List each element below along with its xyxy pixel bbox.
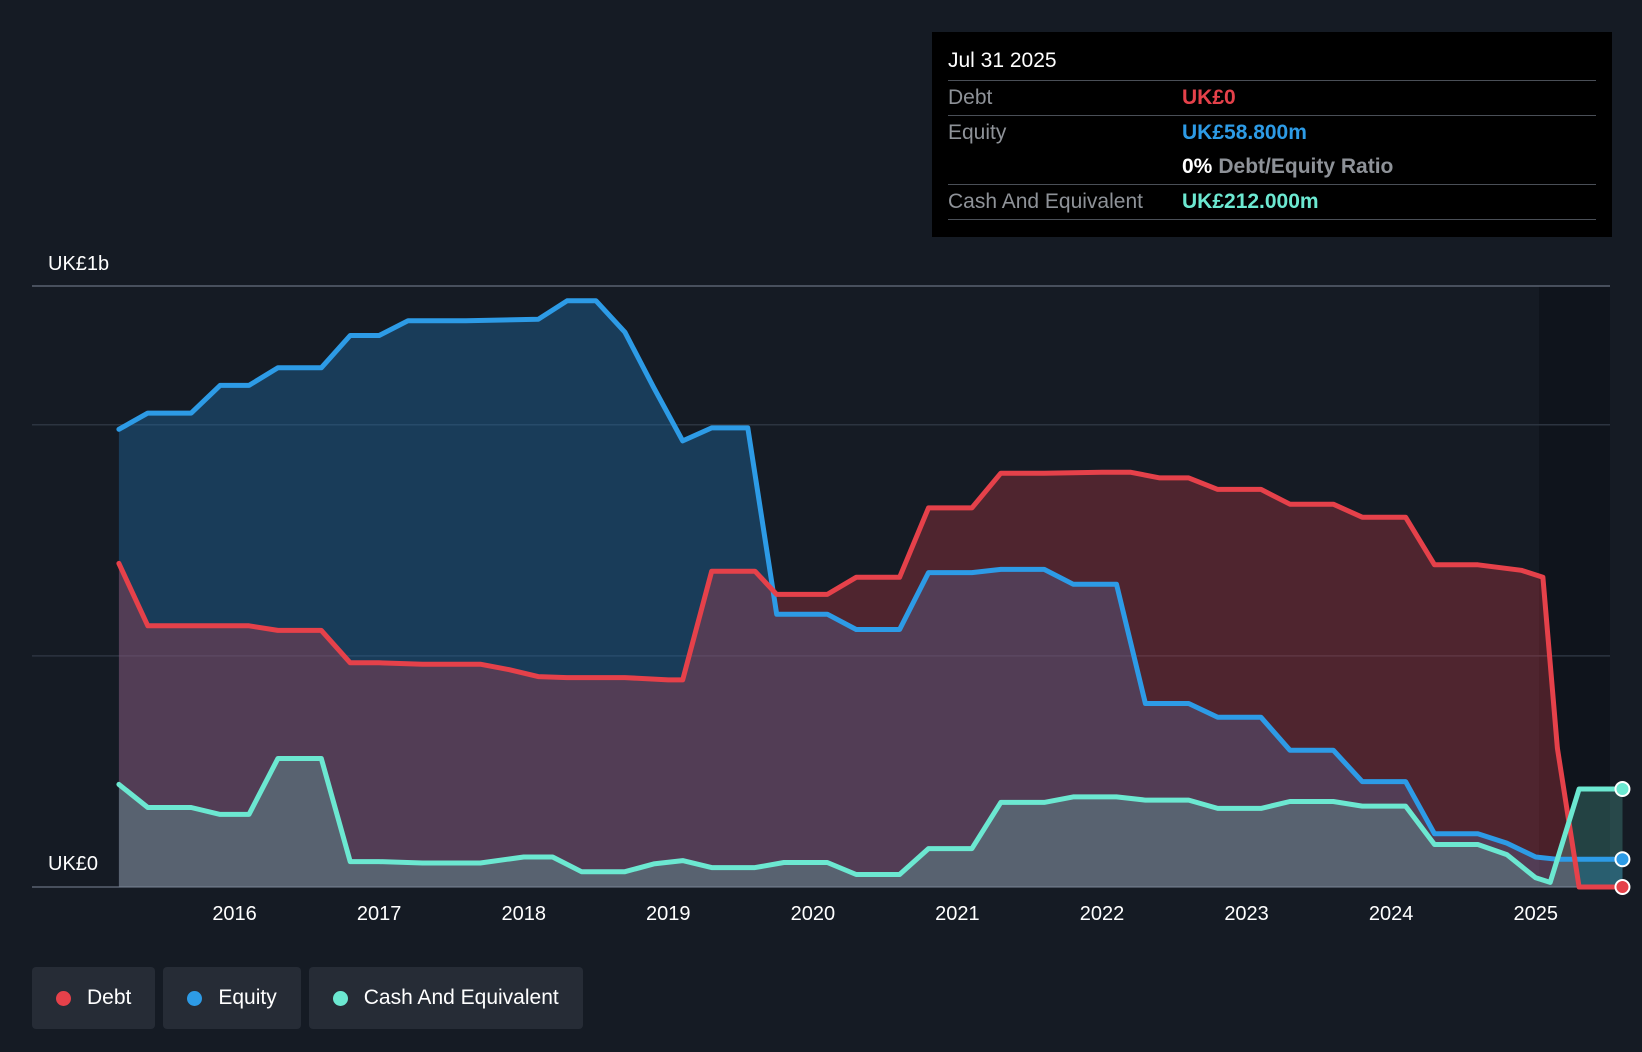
debt-dot-icon [56,990,71,1006]
cash-end-point [1614,780,1631,797]
equity-area [118,300,1623,887]
tooltip-debt-row: Debt UK£0 [948,81,1596,116]
tooltip-panel: Jul 31 2025 Debt UK£0 Equity UK£58.800m … [932,32,1612,237]
legend-item-equity[interactable]: Equity [163,967,301,1029]
tooltip-ratio-row: 0% Debt/Equity Ratio [948,150,1596,185]
debt-end-point [1614,879,1631,895]
x-tick-label: 2024 [1369,903,1414,925]
legend-label-cash: Cash And Equivalent [363,986,559,1009]
tooltip-date: Jul 31 2025 [948,46,1596,81]
cash-line [116,756,1625,885]
tooltip-equity-row: Equity UK£58.800m [948,116,1596,150]
series-areas [118,300,1623,887]
equity-line [116,298,1625,862]
tooltip-ratio-value: 0% [1182,155,1213,178]
x-tick-label: 2022 [1080,903,1125,925]
legend-label-equity: Equity [218,986,277,1009]
x-tick-label: 2018 [501,903,546,925]
x-tick-label: 2017 [357,903,402,925]
grid-lines [32,285,1610,888]
tooltip-debt-label: Debt [948,86,993,109]
tooltip-ratio-label: Debt/Equity Ratio [1218,155,1394,178]
tooltip-equity-value: UK£58.800m [1182,121,1307,144]
legend-item-debt[interactable]: Debt [32,967,156,1029]
tooltip-equity-label: Equity [948,121,1007,144]
series-lines [116,298,1631,895]
tooltip-cash-label: Cash And Equivalent [948,190,1143,213]
equity-dot-icon [187,990,203,1006]
x-axis-ticks: 2016 2017 2018 2019 2020 2021 2022 2023 2024 2025 [212,903,1558,925]
tooltip-ratio-spacer [948,150,1182,184]
x-tick-label: 2023 [1224,903,1269,925]
x-tick-label: 2016 [212,903,257,925]
tooltip-cash-row: Cash And Equivalent UK£212.000m [948,185,1596,220]
debt-line [116,469,1625,890]
cash-dot-icon [332,990,348,1006]
y-top-label: UK£1b [48,253,109,275]
legend: Debt Equity Cash And Equivalent [32,967,583,1029]
legend-item-cash[interactable]: Cash And Equivalent [308,967,583,1029]
equity-end-point [1614,851,1631,868]
x-tick-label: 2020 [791,903,836,925]
tooltip-cash-value: UK£212.000m [1182,190,1319,213]
y-bottom-label: UK£0 [48,853,98,875]
cash-area [118,758,1623,887]
tooltip-debt-value: UK£0 [1182,86,1236,109]
x-tick-label: 2025 [1513,903,1558,925]
x-tick-label: 2021 [935,903,980,925]
x-tick-label: 2019 [646,903,691,925]
debt-area [118,472,1623,887]
legend-label-debt: Debt [87,986,132,1009]
